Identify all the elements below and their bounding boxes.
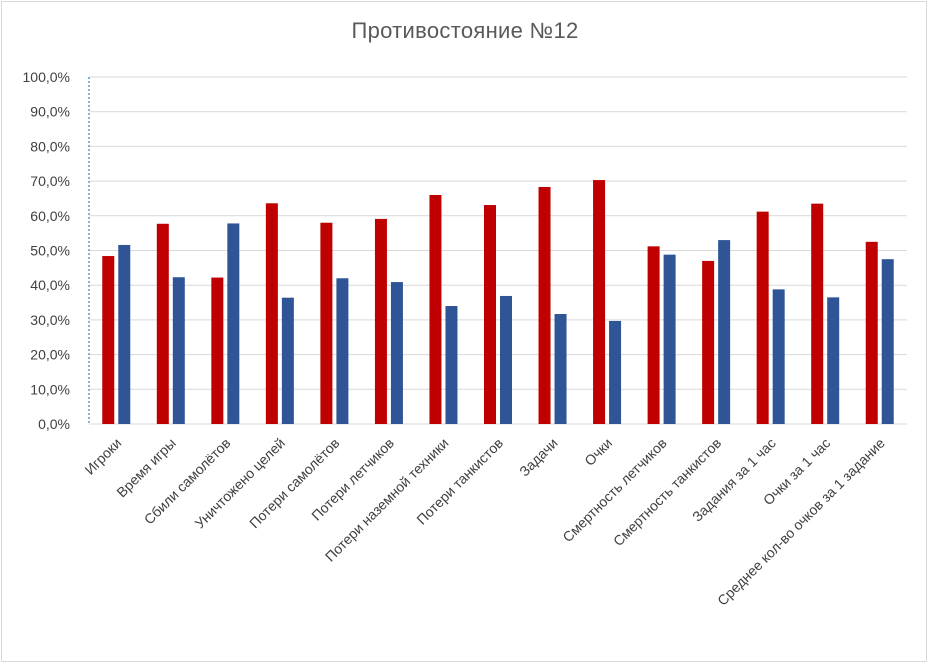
y-tick-label: 30,0%	[30, 312, 70, 328]
y-tick-label: 80,0%	[30, 138, 70, 154]
bar-blue	[281, 297, 294, 424]
x-tick-label: Смертность танкистов	[610, 435, 724, 549]
bar-blue	[118, 244, 131, 424]
y-tick-label: 60,0%	[30, 208, 70, 224]
y-axis: 0,0% 10,0% 20,0% 30,0% 40,0% 50,0% 60,0% 70,0% 8…	[23, 69, 907, 432]
y-tick-label: 20,0%	[30, 347, 70, 363]
bar-blue	[172, 277, 185, 424]
y-tick-label: 0,0%	[38, 416, 70, 432]
bar-red	[211, 277, 224, 424]
bar-red	[374, 218, 387, 424]
bar-blue	[609, 320, 622, 424]
bar-red	[702, 260, 715, 424]
bar-red	[156, 223, 169, 424]
x-tick-label: Потери самолётов	[246, 435, 342, 531]
x-tick-label: Задачи	[516, 435, 561, 480]
y-tick-label: 100,0%	[23, 69, 70, 85]
bar-blue	[500, 295, 512, 424]
y-tick-label: 90,0%	[30, 104, 70, 120]
bar-blue	[445, 306, 458, 424]
bar-blue	[227, 223, 240, 424]
y-tick-label: 70,0%	[30, 173, 70, 189]
bar-blue	[336, 278, 349, 424]
bar-blue	[881, 259, 894, 424]
bar-red	[320, 222, 333, 424]
bar-blue	[663, 254, 676, 424]
bar-red	[593, 180, 606, 424]
bar-blue	[554, 314, 567, 424]
gridlines	[89, 76, 907, 425]
x-tick-label: Очки	[581, 435, 615, 469]
bar-red	[811, 203, 824, 424]
bar-red	[429, 194, 442, 424]
y-tick-label: 40,0%	[30, 277, 70, 293]
bars	[102, 180, 894, 424]
x-tick-label: Уничтожено целей	[191, 435, 288, 532]
bar-red	[647, 246, 660, 424]
bar-red	[265, 203, 278, 424]
chart-title: Противостояние №12	[351, 18, 579, 43]
bar-red	[538, 186, 551, 424]
bar-blue	[718, 240, 731, 424]
bar-blue	[772, 289, 785, 424]
x-tick-label: Смертность летчиков	[559, 435, 669, 545]
bar-red	[756, 211, 769, 424]
bar-red	[102, 256, 115, 424]
x-tick-label: Игроки	[81, 435, 124, 478]
bar-blue	[390, 282, 403, 424]
bar-blue	[827, 297, 840, 424]
bar-red	[865, 241, 878, 424]
bar-red	[484, 205, 496, 424]
y-tick-label: 50,0%	[30, 243, 70, 259]
y-tick-label: 10,0%	[30, 381, 70, 397]
